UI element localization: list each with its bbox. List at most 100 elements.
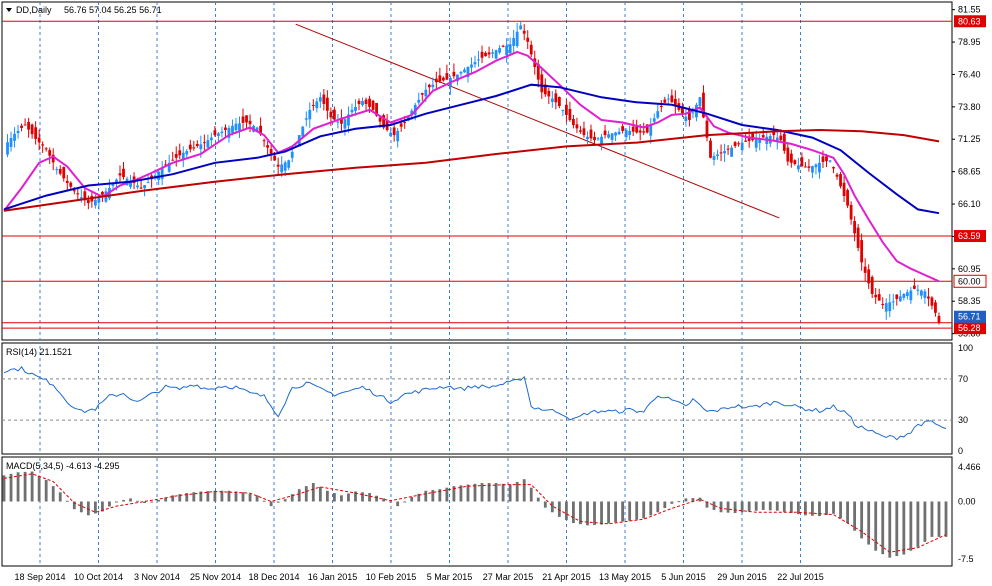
macd-bar <box>712 501 716 510</box>
candle-body <box>357 100 361 104</box>
moving-average-line-3 <box>3 128 940 212</box>
macd-bar <box>297 489 301 502</box>
candle-body <box>593 136 596 141</box>
grid-lines <box>39 2 801 565</box>
candle-body <box>645 124 649 133</box>
moving-average-line-1 <box>3 50 940 283</box>
macd-bar <box>220 490 224 502</box>
candle-body <box>680 107 684 114</box>
candle-body <box>178 150 182 156</box>
macd-bar <box>466 484 470 502</box>
candle-body <box>403 122 407 124</box>
candle-body <box>368 98 371 107</box>
candle-body <box>772 131 776 136</box>
candle-body <box>536 64 540 80</box>
level-tag <box>954 230 986 243</box>
candle-body <box>470 64 473 68</box>
candle-body <box>656 111 660 118</box>
macd-bar <box>143 501 146 504</box>
rsi-tick-label: 100 <box>958 343 973 353</box>
candle-body <box>129 180 132 187</box>
candle-body <box>572 118 575 125</box>
macd-bar <box>262 500 266 502</box>
macd-bar <box>536 497 540 502</box>
macd-bar <box>705 501 709 508</box>
candle-body <box>919 290 923 296</box>
x-tick-label: 10 Feb 2015 <box>366 572 417 582</box>
candle-body <box>498 48 502 53</box>
candle-body <box>86 199 90 204</box>
candle-body <box>547 90 551 97</box>
candle-body <box>628 130 632 135</box>
candle-body <box>217 133 220 136</box>
macd-bar <box>37 475 41 502</box>
candle-body <box>733 142 737 147</box>
macd-bar <box>846 501 849 524</box>
macd-bar <box>691 498 695 502</box>
candle-body <box>55 169 59 171</box>
macd-bar <box>923 501 927 542</box>
macd-bar <box>579 501 582 525</box>
candle-body <box>304 118 308 120</box>
symbol-label: DD,Daily <box>16 5 52 15</box>
level-tag <box>954 322 986 335</box>
candle-body <box>269 148 273 154</box>
candle-body <box>34 127 38 139</box>
candle-body <box>347 114 350 126</box>
candle-body <box>796 165 800 170</box>
candle-body <box>927 296 930 299</box>
candle-body <box>371 100 375 110</box>
macd-bar <box>283 499 287 502</box>
chart-header[interactable]: DD,Daily 56.76 57.04 56.25 56.71 <box>6 5 162 15</box>
macd-bar <box>129 498 132 502</box>
candle-body <box>881 303 885 305</box>
candle-body <box>709 140 712 158</box>
candle-body <box>557 96 561 107</box>
y-tick-label: 73.80 <box>958 102 981 112</box>
candle-body <box>550 98 554 102</box>
x-tick-label: 22 Jul 2015 <box>777 572 824 582</box>
candle-body <box>930 297 934 306</box>
candle-body <box>241 116 245 123</box>
macd-bar <box>747 501 751 512</box>
x-tick-label: 5 Jun 2015 <box>661 572 706 582</box>
y-tick-label: 78.95 <box>958 37 981 47</box>
macd-bar <box>508 484 512 502</box>
candle-body <box>434 78 438 83</box>
candle-body <box>259 125 262 135</box>
macd-bar <box>564 501 568 520</box>
candle-body <box>181 152 185 160</box>
candle-body <box>354 106 357 111</box>
macd-bar <box>164 497 168 502</box>
candle-body <box>473 61 477 65</box>
macd-bar <box>199 491 203 502</box>
macd-bar <box>487 483 491 502</box>
macd-pane <box>2 471 948 558</box>
macd-bar <box>122 499 125 502</box>
macd-bar <box>944 501 948 537</box>
macd-bar <box>839 501 842 519</box>
chevron-down-icon[interactable] <box>6 8 12 12</box>
candle-body <box>870 276 874 294</box>
candle-body <box>775 137 779 141</box>
macd-bar <box>347 493 350 502</box>
candle-body <box>586 136 589 140</box>
candle-body <box>224 127 227 131</box>
y-tick-label: 60.95 <box>958 264 981 274</box>
candle-body <box>610 133 614 140</box>
macd-bar <box>867 501 871 545</box>
candle-body <box>825 156 828 162</box>
macd-bar <box>698 497 702 502</box>
candle-body <box>582 128 586 136</box>
candle-body <box>72 190 76 192</box>
candle-body <box>600 136 603 145</box>
candle-body <box>723 151 726 154</box>
candle-body <box>93 199 97 206</box>
candle-body <box>280 164 284 173</box>
candle-body <box>37 137 41 143</box>
candle-body <box>638 130 642 133</box>
macd-bar <box>115 501 118 503</box>
macd-bar <box>178 494 182 502</box>
candle-body <box>427 84 431 88</box>
candle-body <box>276 164 280 167</box>
